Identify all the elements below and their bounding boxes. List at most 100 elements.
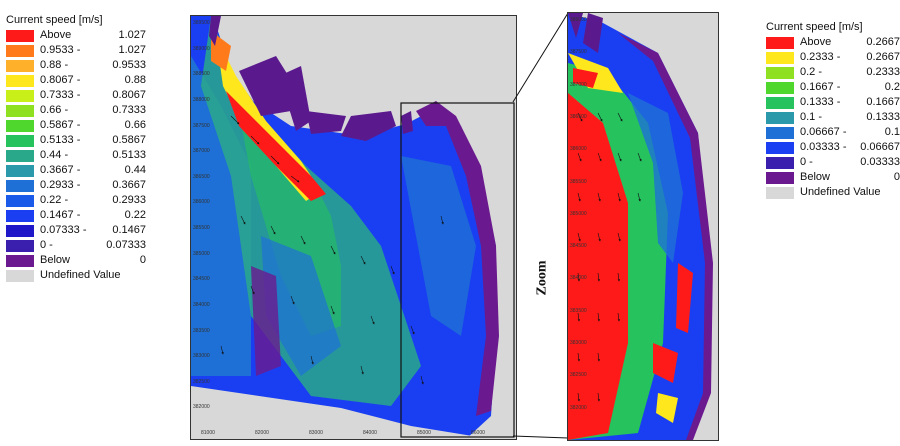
- legend-left-item-swatch: [6, 209, 34, 222]
- legend-right-item-row: 0.06667 - 0.1: [766, 125, 900, 140]
- legend-right-item-swatch: [766, 141, 794, 154]
- legend-right-item-value: 0.2: [884, 81, 900, 93]
- legend-right-items: Above 0.2667 0.2333 - 0.2667 0.2 - 0.2333 0.16…: [766, 35, 900, 200]
- legend-left-item-row: 0.66 - 0.7333: [6, 103, 146, 118]
- legend-left-item-label: Undefined Value: [40, 269, 121, 281]
- legend-left-item-row: 0.7333 - 0.8067: [6, 88, 146, 103]
- legend-left-item-value: 1.027: [118, 44, 146, 56]
- legend-right-item-row: 0.1333 - 0.1667: [766, 95, 900, 110]
- legend-left-item-label: 0.07333 -: [40, 224, 87, 236]
- legend-left-item-row: Undefined Value: [6, 268, 146, 283]
- legend-left-item-row: 0.3667 - 0.44: [6, 163, 146, 178]
- legend-right-item-label: Undefined Value: [800, 186, 881, 198]
- y-tick-label: 386500: [570, 113, 587, 120]
- legend-right-item-swatch: [766, 51, 794, 64]
- legend-right-item-row: 0.2333 - 0.2667: [766, 50, 900, 65]
- legend-right-item-label: 0.2 -: [800, 66, 823, 78]
- legend-left-title: Current speed [m/s]: [6, 14, 103, 26]
- legend-left-item-label: 0.66 -: [40, 104, 69, 116]
- legend-right: Current speed [m/s] Above 0.2667 0.2333 -0…: [766, 22, 900, 200]
- legend-left-item-value: 0.9533: [112, 59, 146, 71]
- legend-right-item-value: 0.1: [884, 126, 900, 138]
- y-tick-label: 383000: [570, 340, 587, 347]
- legend-right-item-value: 0.2667: [866, 51, 900, 63]
- x-tick-label: 82000: [255, 430, 269, 436]
- legend-left-item-label: 0.88 -: [40, 59, 69, 71]
- legend-right-item-swatch: [766, 186, 794, 199]
- legend-left-item-row: 0.1467 - 0.22: [6, 208, 146, 223]
- legend-left-items: Above 1.027 0.9533 - 1.027 0.88 - 0.9533 0.806…: [6, 28, 146, 283]
- y-tick-label: 383500: [570, 307, 587, 314]
- legend-left-item-row: 0.07333 - 0.1467: [6, 223, 146, 238]
- legend-left-item-label: Below: [40, 254, 70, 266]
- legend-right-item-swatch: [766, 81, 794, 94]
- y-tick-label: 384500: [570, 243, 587, 250]
- legend-left-item-value: 0.3667: [112, 179, 146, 191]
- legend-left-item-value: 0.22: [124, 209, 146, 221]
- y-tick-label: 386000: [193, 199, 210, 206]
- y-tick-label: 386500: [193, 173, 210, 180]
- legend-right-item-value: 0.03333: [860, 156, 900, 168]
- legend-right-item-label: 0.03333 -: [800, 141, 847, 153]
- main-current-map[interactable]: 389500 389000 388500 388000 387500 387000 3865…: [190, 15, 517, 440]
- legend-left-item-value: 0: [139, 254, 146, 266]
- legend-left-item-value: 0.1467: [112, 224, 146, 236]
- y-tick-label: 388000: [570, 17, 587, 23]
- legend-left-item-value: 0.8067: [112, 89, 146, 101]
- legend-right-item-row: Undefined Value: [766, 185, 900, 200]
- legend-left-item-swatch: [6, 149, 34, 162]
- y-tick-label: 385000: [570, 210, 587, 217]
- legend-left-item-value: 0.5133: [112, 149, 146, 161]
- y-tick-label: 387500: [570, 49, 587, 56]
- legend-left-item-value: 0.88: [124, 74, 146, 86]
- legend-left-item-row: 0.88 - 0.9533: [6, 58, 146, 73]
- legend-right-item-label: 0.2333 -: [800, 51, 841, 63]
- legend-right-item-swatch: [766, 156, 794, 169]
- legend-left-item-value: 0.44: [124, 164, 146, 176]
- y-tick-label: 389500: [193, 20, 210, 26]
- legend-right-item-swatch: [766, 66, 794, 79]
- y-tick-label: 384000: [193, 301, 210, 308]
- legend-left-item-row: 0 - 0.07333: [6, 238, 146, 253]
- legend-left-item-swatch: [6, 59, 34, 72]
- y-tick-label: 388000: [193, 96, 210, 103]
- y-tick-label: 387000: [570, 81, 587, 88]
- legend-right-item-swatch: [766, 171, 794, 184]
- legend-left: Current speed [m/s] Above 1.027 0.9533 - 1.…: [6, 15, 146, 283]
- zoom-label: Zoom: [534, 260, 550, 296]
- legend-left-item-label: 0 -: [40, 239, 53, 251]
- x-tick-label: 84000: [363, 430, 377, 436]
- legend-right-item-value: 0.2333: [866, 66, 900, 78]
- legend-left-item-swatch: [6, 254, 34, 267]
- y-tick-label: 385500: [193, 225, 210, 231]
- legend-left-item-row: Above 1.027: [6, 28, 146, 43]
- x-tick-label: 86000: [471, 430, 485, 436]
- legend-right-item-value: 0.06667: [860, 141, 900, 153]
- y-tick-label: 387000: [193, 148, 210, 155]
- legend-left-item-swatch: [6, 194, 34, 207]
- legend-left-item-swatch: [6, 119, 34, 132]
- legend-left-item-row: 0.5133 - 0.5867: [6, 133, 146, 148]
- legend-right-item-value: 0.1333: [866, 111, 900, 123]
- y-tick-label: 388500: [193, 71, 210, 78]
- legend-left-item-value: 0.7333: [112, 104, 146, 116]
- y-tick-label: 385000: [193, 250, 210, 257]
- legend-left-item-swatch: [6, 224, 34, 237]
- legend-left-item-swatch: [6, 164, 34, 177]
- legend-right-item-swatch: [766, 126, 794, 139]
- legend-left-item-label: 0.2933 -: [40, 179, 81, 191]
- velocity-vectors: [220, 115, 444, 385]
- legend-left-item-label: 0.22 -: [40, 194, 69, 206]
- legend-left-item-row: Below 0: [6, 253, 146, 268]
- y-tick-label: 385500: [570, 178, 587, 185]
- legend-right-item-value: 0.2667: [866, 36, 900, 48]
- legend-right-item-label: Above: [800, 36, 832, 48]
- legend-left-item-swatch: [6, 89, 34, 102]
- legend-right-item-row: 0.03333 - 0.06667: [766, 140, 900, 155]
- legend-right-item-row: Below 0: [766, 170, 900, 185]
- y-tick-label: 382000: [570, 404, 587, 411]
- legend-left-item-value: 0.66: [124, 119, 146, 131]
- y-tick-label: 384500: [193, 276, 210, 283]
- x-tick-label: 83000: [309, 430, 323, 436]
- zoom-current-map[interactable]: 388000 387500 387000 386500 386000 385500 3850…: [567, 12, 719, 441]
